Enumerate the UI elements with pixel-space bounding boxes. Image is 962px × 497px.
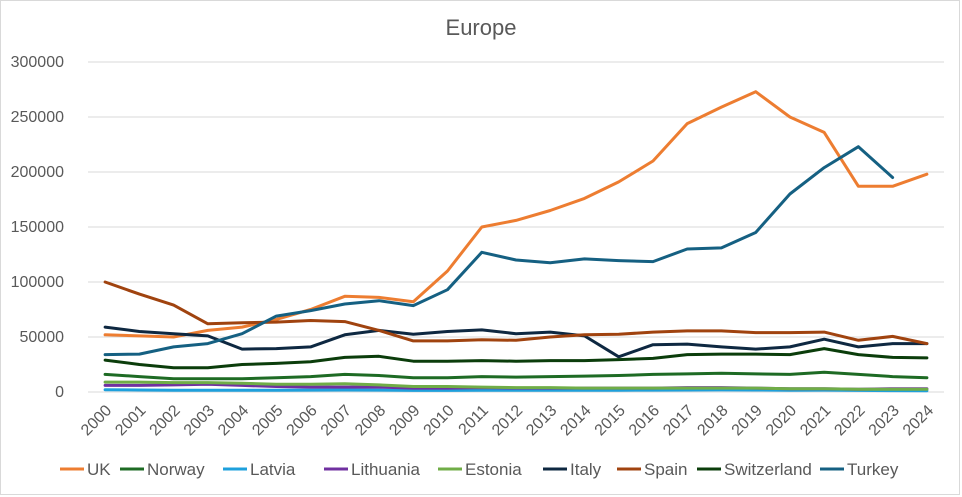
x-tick-label: 2017 <box>660 402 697 439</box>
legend-label: UK <box>87 460 111 479</box>
x-tick-label: 2012 <box>489 402 526 439</box>
x-tick-label: 2001 <box>112 402 149 439</box>
series-line-norway <box>103 370 929 381</box>
x-tick-label: 2023 <box>866 402 903 439</box>
series-line-italy <box>103 325 929 359</box>
series-line-latvia <box>103 388 929 393</box>
x-tick-label: 2000 <box>78 402 115 439</box>
series-line-turkey <box>103 145 895 357</box>
series-line-switzerland <box>103 347 929 370</box>
y-tick-label: 250000 <box>11 109 64 126</box>
y-tick-label: 200000 <box>11 164 64 181</box>
x-tick-label: 2004 <box>215 402 252 439</box>
legend-label: Estonia <box>465 460 522 479</box>
x-tick-label: 2019 <box>729 402 766 439</box>
x-tick-label: 2016 <box>626 402 663 439</box>
x-tick-label: 2024 <box>900 402 937 439</box>
x-tick-label: 2010 <box>421 402 458 439</box>
y-tick-label: 0 <box>55 384 64 401</box>
y-tick-label: 50000 <box>20 329 65 346</box>
x-tick-label: 2014 <box>557 402 594 439</box>
x-tick-label: 2015 <box>592 402 629 439</box>
x-tick-label: 2018 <box>694 402 731 439</box>
x-tick-label: 2009 <box>386 402 423 439</box>
x-tick-label: 2005 <box>249 402 286 439</box>
x-tick-label: 2011 <box>456 402 492 438</box>
legend-label: Turkey <box>847 460 899 479</box>
x-axis-ticks: 2000200120022003200420052006200720082009… <box>78 402 937 439</box>
legend-label: Italy <box>570 460 602 479</box>
legend-label: Lithuania <box>351 460 421 479</box>
legend: UK Norway Latvia Lithuania Estonia Italy Spain… <box>60 460 899 479</box>
legend-label: Norway <box>147 460 205 479</box>
y-tick-label: 100000 <box>11 274 64 291</box>
series-line-spain <box>103 280 929 346</box>
series-lines <box>103 90 929 393</box>
legend-label: Latvia <box>250 460 296 479</box>
x-tick-label: 2020 <box>763 402 800 439</box>
x-tick-label: 2013 <box>523 402 560 439</box>
legend-label: Spain <box>644 460 687 479</box>
x-tick-label: 2007 <box>318 402 355 439</box>
y-tick-label: 300000 <box>11 54 64 71</box>
y-axis-ticks: 0 50000 100000 150000 200000 250000 300000 <box>11 54 64 401</box>
x-tick-label: 2008 <box>352 402 389 439</box>
x-tick-label: 2006 <box>284 402 321 439</box>
x-tick-label: 2002 <box>147 402 184 439</box>
series-line-estonia <box>103 380 929 391</box>
x-tick-label: 2021 <box>797 402 834 439</box>
x-tick-label: 2003 <box>181 402 218 439</box>
x-tick-label: 2022 <box>831 402 868 439</box>
chart-title: Europe <box>446 15 517 40</box>
legend-label: Switzerland <box>724 460 812 479</box>
y-tick-label: 150000 <box>11 219 64 236</box>
series-line-uk <box>103 90 929 339</box>
